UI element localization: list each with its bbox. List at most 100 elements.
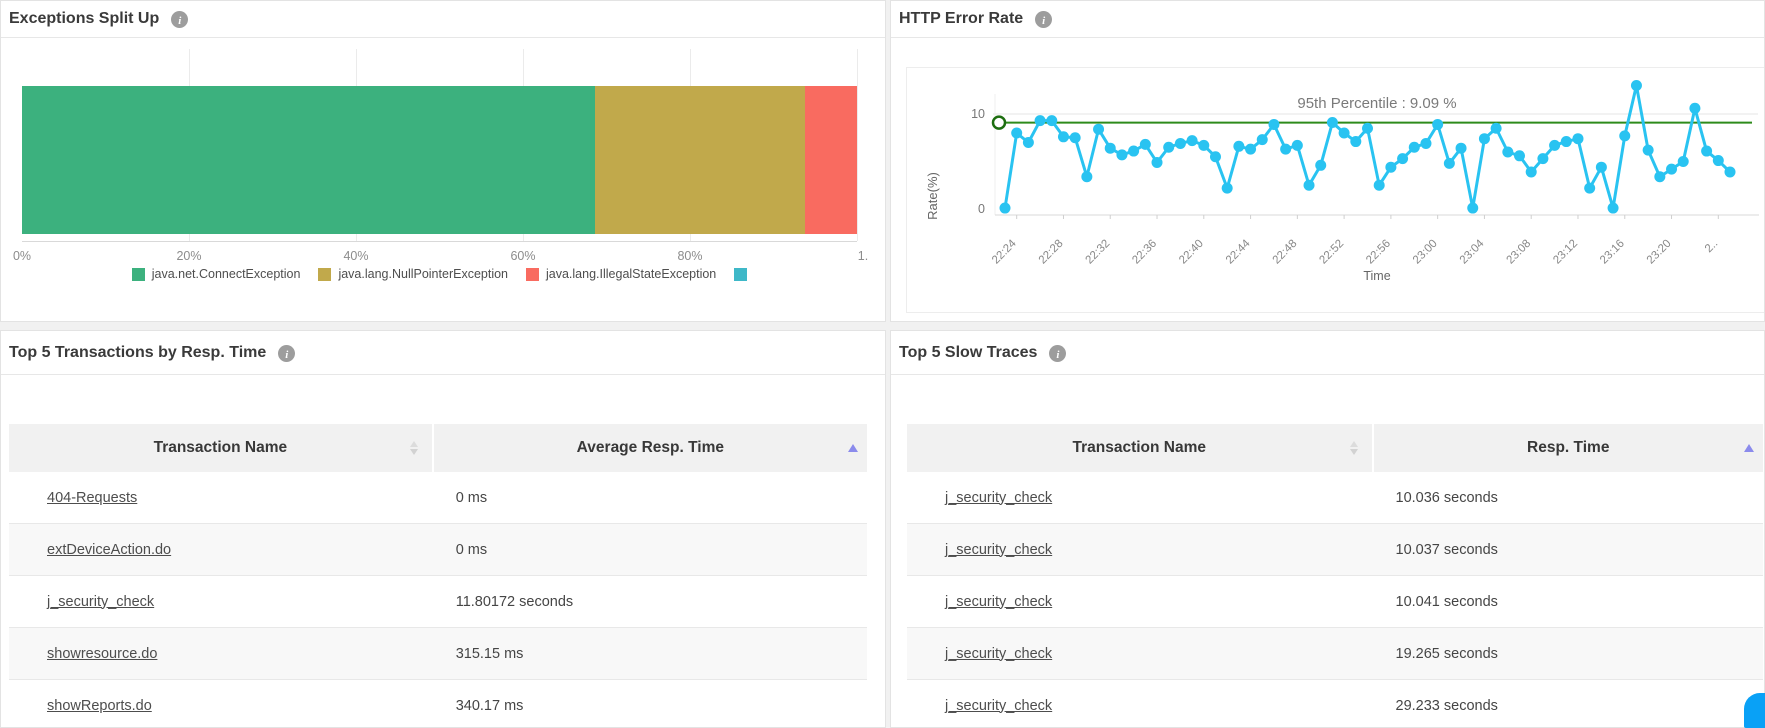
sort-down-arrow-icon — [409, 449, 418, 455]
data-point — [1022, 137, 1034, 148]
legend-item[interactable]: java.net.ConnectException — [131, 267, 300, 281]
legend-item[interactable] — [734, 267, 754, 281]
column-header[interactable]: Resp. Time — [1374, 424, 1763, 472]
data-point — [1666, 163, 1678, 175]
transaction-link[interactable]: j_security_check — [945, 489, 1053, 506]
column-header[interactable]: Average Resp. Time — [434, 424, 867, 472]
data-point — [1478, 133, 1490, 145]
x-tick-label: 80% — [677, 249, 703, 263]
sort-icon[interactable] — [409, 441, 418, 455]
data-point — [1572, 133, 1584, 145]
sort-ascending-icon[interactable] — [1743, 444, 1754, 452]
bar-segment[interactable] — [805, 86, 857, 234]
transaction-name-cell: j_security_check — [907, 472, 1374, 523]
data-point — [1537, 153, 1549, 165]
resp-time-value: 19.265 seconds — [1395, 645, 1498, 662]
column-header[interactable]: Transaction Name — [9, 424, 434, 472]
legend-label: java.lang.IllegalStateException — [546, 267, 717, 281]
transaction-link[interactable]: 404-Requests — [47, 489, 138, 506]
transaction-link[interactable]: j_security_check — [945, 645, 1053, 662]
legend-swatch — [734, 267, 748, 281]
data-point — [1502, 146, 1514, 158]
sort-ascending-icon[interactable] — [847, 444, 858, 452]
transaction-name-cell: j_security_check — [907, 680, 1374, 727]
bar-segment[interactable] — [22, 86, 595, 234]
panel-top5-transactions: Top 5 Transactions by Resp. Time Transac… — [0, 330, 886, 728]
info-icon[interactable] — [278, 344, 296, 362]
x-tick-label: 22:32 — [1084, 238, 1113, 267]
sort-icon[interactable] — [1349, 441, 1358, 455]
bar-segment[interactable] — [594, 86, 806, 234]
data-point — [999, 202, 1011, 214]
data-point — [1128, 145, 1140, 157]
resp-time-value: 315.15 ms — [455, 645, 524, 662]
data-point — [1011, 127, 1023, 139]
legend-swatch — [526, 267, 539, 281]
chat-fab-button[interactable] — [1744, 693, 1765, 728]
threshold-label: 95th Percentile : 9.09 % — [1297, 95, 1456, 112]
transaction-link[interactable]: j_security_check — [945, 593, 1053, 610]
data-point — [1467, 202, 1479, 214]
transaction-link[interactable]: j_security_check — [47, 593, 155, 610]
transaction-link[interactable]: showReports.do — [47, 697, 152, 714]
stacked-bar — [22, 86, 857, 234]
resp-time-cell: 315.15 ms — [434, 628, 867, 679]
info-icon[interactable] — [1049, 344, 1067, 362]
resp-time-value: 340.17 ms — [455, 697, 524, 714]
x-tick-label: 22:40 — [1177, 238, 1206, 267]
x-tick-label: 23:08 — [1504, 238, 1533, 267]
x-tick-label: 23:16 — [1598, 238, 1627, 267]
data-point — [1069, 132, 1081, 144]
x-tick-label: 23:04 — [1458, 237, 1487, 266]
data-point — [1326, 117, 1338, 129]
legend-item[interactable]: java.lang.IllegalStateException — [526, 267, 716, 281]
resp-time-cell: 340.17 ms — [434, 680, 867, 727]
data-point — [1560, 136, 1572, 148]
data-point — [1420, 137, 1432, 149]
table-row: j_security_check 19.265 seconds — [907, 628, 1763, 680]
x-tick-label: 23:12 — [1551, 238, 1580, 267]
table-row: extDeviceAction.do 0 ms — [9, 524, 867, 576]
resp-time-cell: 0 ms — [434, 524, 867, 575]
data-point — [1046, 115, 1058, 127]
panel-exceptions-split-up: Exceptions Split Up 0% 20% 40% 60% 80% 1. java… — [0, 0, 886, 322]
panel-title: HTTP Error Rate — [899, 10, 1024, 27]
transaction-name-cell: 404-Requests — [9, 472, 434, 523]
data-point — [1408, 141, 1420, 153]
data-point — [1654, 171, 1666, 183]
resp-time-cell: 29.233 seconds — [1374, 680, 1763, 727]
x-tick-label: 22:48 — [1271, 238, 1300, 267]
transaction-link[interactable]: j_security_check — [945, 697, 1053, 714]
resp-time-cell: 10.036 seconds — [1374, 472, 1763, 523]
column-header[interactable]: Transaction Name — [907, 424, 1374, 472]
data-point — [1397, 153, 1409, 165]
transaction-link[interactable]: extDeviceAction.do — [47, 541, 172, 558]
info-icon[interactable] — [171, 10, 189, 28]
transaction-link[interactable]: showresource.do — [47, 645, 158, 662]
data-point — [1081, 171, 1093, 183]
column-header-label: Average Resp. Time — [576, 439, 724, 456]
x-tick-label: 2.. — [1703, 238, 1721, 256]
data-point — [1198, 139, 1210, 151]
http-error-rate-line-chart: 10 0 Rate(%) 22:24 22:28 22:32 22:36 22:40 22:44… — [906, 67, 1764, 313]
y-axis-title: Rate(%) — [925, 172, 940, 220]
resp-time-cell: 11.80172 seconds — [434, 576, 867, 627]
resp-time-value: 11.80172 seconds — [455, 593, 574, 610]
data-point — [1525, 166, 1537, 178]
legend-item[interactable]: java.lang.NullPointerException — [318, 267, 508, 281]
transaction-name-cell: showresource.do — [9, 628, 434, 679]
info-icon[interactable] — [1035, 10, 1053, 28]
x-axis-title: Time — [1363, 269, 1390, 283]
data-point — [1385, 161, 1397, 173]
data-point — [1291, 139, 1303, 151]
transaction-link[interactable]: j_security_check — [945, 541, 1053, 558]
column-header-label: Transaction Name — [1072, 439, 1207, 456]
resp-time-value: 29.233 seconds — [1395, 697, 1498, 714]
threshold-start-marker — [991, 115, 1007, 130]
y-tick-label: 10 — [971, 107, 985, 121]
resp-time-value: 10.037 seconds — [1395, 541, 1498, 558]
x-tick-label: 22:28 — [1037, 238, 1066, 267]
data-point — [1584, 182, 1596, 194]
table-row: j_security_check 29.233 seconds — [907, 680, 1763, 727]
